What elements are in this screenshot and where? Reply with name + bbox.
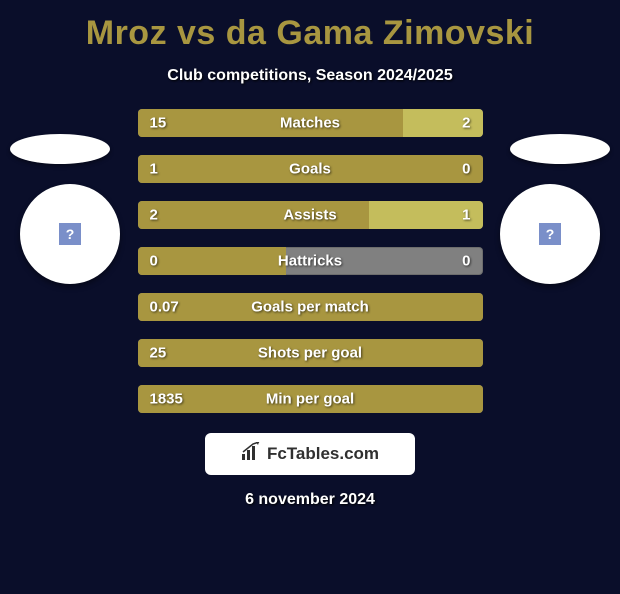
stats-bars: 15 2 Matches 1 0 Goals 2 1 Assists 0 0 Hattricks 0.0… <box>138 109 483 413</box>
player-left-flag <box>10 134 110 164</box>
date-text: 6 november 2024 <box>0 491 620 509</box>
player-right-flag <box>510 134 610 164</box>
stat-value-right: 0 <box>462 162 470 177</box>
stat-bar: 1835 Min per goal <box>138 385 483 413</box>
stat-value-left: 1835 <box>150 392 183 407</box>
watermark-text: FcTables.com <box>267 444 379 464</box>
stat-value-left: 2 <box>150 208 158 223</box>
subtitle: Club competitions, Season 2024/2025 <box>0 67 620 85</box>
placeholder-icon: ? <box>59 223 81 245</box>
stat-value-left: 1 <box>150 162 158 177</box>
stat-label: Shots per goal <box>258 345 362 362</box>
stat-value-right: 0 <box>462 254 470 269</box>
stat-value-left: 15 <box>150 116 167 131</box>
stat-bar: 25 Shots per goal <box>138 339 483 367</box>
stat-label: Goals per match <box>251 299 369 316</box>
player-right-club-badge: ? <box>500 184 600 284</box>
stat-segment-right <box>403 109 482 137</box>
stat-bar: 1 0 Goals <box>138 155 483 183</box>
placeholder-icon: ? <box>539 223 561 245</box>
stat-value-left: 0.07 <box>150 300 179 315</box>
watermark-badge: FcTables.com <box>205 433 415 475</box>
stat-segment-left <box>138 247 286 275</box>
stat-label: Hattricks <box>278 253 342 270</box>
stat-label: Assists <box>283 207 336 224</box>
stat-bar: 0.07 Goals per match <box>138 293 483 321</box>
bar-chart-icon <box>241 442 261 467</box>
stat-bar: 2 1 Assists <box>138 201 483 229</box>
stat-segment-left <box>138 109 404 137</box>
stat-bar: 15 2 Matches <box>138 109 483 137</box>
page-title: Mroz vs da Gama Zimovski <box>0 14 620 53</box>
stat-value-right: 1 <box>462 208 470 223</box>
player-left-club-badge: ? <box>20 184 120 284</box>
stat-label: Goals <box>289 161 331 178</box>
stat-value-left: 0 <box>150 254 158 269</box>
stat-label: Matches <box>280 115 340 132</box>
stat-label: Min per goal <box>266 391 354 408</box>
stat-value-right: 2 <box>462 116 470 131</box>
stat-value-left: 25 <box>150 346 167 361</box>
stat-bar: 0 0 Hattricks <box>138 247 483 275</box>
